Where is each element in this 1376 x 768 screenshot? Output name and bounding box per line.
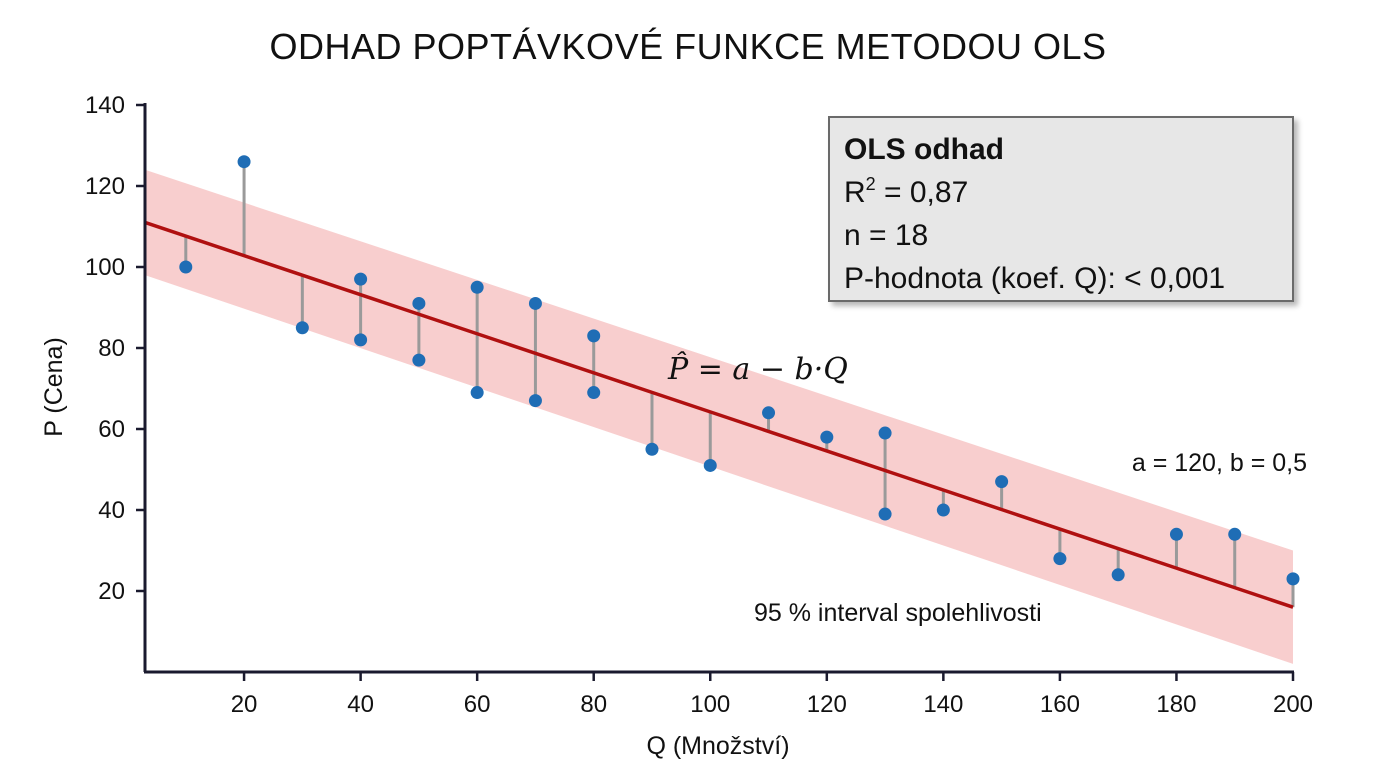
- data-point: [179, 260, 193, 274]
- data-point: [762, 406, 776, 420]
- y-tick-label: 120: [85, 173, 125, 200]
- y-axis-label: P (Cena): [40, 337, 68, 437]
- equation-annotation: P̂ = a − b·Q: [667, 352, 848, 387]
- data-point: [412, 296, 426, 310]
- data-point: [587, 386, 601, 400]
- r-squared-label: R: [844, 176, 866, 209]
- data-point: [1111, 568, 1125, 582]
- x-tick-label: 160: [1040, 691, 1080, 718]
- data-point: [995, 475, 1009, 489]
- data-point: [470, 280, 484, 294]
- data-point: [528, 394, 542, 408]
- confidence-band: [145, 169, 1293, 664]
- data-points: [179, 155, 1300, 586]
- r-squared: R2 = 0,87: [844, 171, 1278, 214]
- x-tick-label: 120: [807, 691, 847, 718]
- x-tick-label: 180: [1156, 691, 1196, 718]
- data-point: [645, 442, 659, 456]
- x-tick-label: 20: [231, 691, 258, 718]
- y-tick-label: 40: [98, 497, 125, 524]
- data-point: [820, 430, 834, 444]
- stats-box: OLS odhad R2 = 0,87 n = 18 P-hodnota (ko…: [828, 116, 1294, 302]
- x-tick-label: 200: [1273, 691, 1313, 718]
- x-tick-label: 60: [464, 691, 491, 718]
- y-tick-label: 140: [85, 92, 125, 119]
- x-axis-label: Q (Množství): [646, 732, 789, 760]
- data-point: [528, 296, 542, 310]
- p-value: P-hodnota (koef. Q): < 0,001: [844, 262, 1226, 295]
- chart-title: ODHAD POPTÁVKOVÉ FUNKCE METODOU OLS: [269, 26, 1107, 67]
- data-point: [1169, 527, 1183, 541]
- fit-line: [144, 220, 1294, 609]
- data-point: [1228, 527, 1242, 541]
- y-tick-label: 60: [98, 416, 125, 443]
- x-tick-label: 100: [690, 691, 730, 718]
- x-tick-label: 40: [347, 691, 374, 718]
- data-point: [936, 503, 950, 517]
- sample-size: n = 18: [844, 219, 929, 252]
- params-annotation: a = 120, b = 0,5: [1132, 449, 1307, 477]
- y-tick-label: 20: [98, 578, 125, 605]
- data-point: [878, 507, 892, 521]
- y-tick-label: 80: [98, 335, 125, 362]
- r-squared-value: = 0,87: [875, 176, 969, 209]
- band-label: 95 % interval spolehlivosti: [754, 599, 1042, 627]
- data-point: [878, 426, 892, 440]
- data-point: [1286, 572, 1300, 586]
- data-point: [412, 353, 426, 367]
- data-point: [703, 458, 717, 472]
- r-squared-exponent: 2: [865, 174, 876, 194]
- data-point: [354, 333, 368, 347]
- x-tick-label: 140: [923, 691, 963, 718]
- data-point: [237, 155, 251, 169]
- y-tick-label: 100: [85, 254, 125, 281]
- data-point: [354, 272, 368, 286]
- axis-ticks: 20 40 60 80 100 120 140 20 40 60 80 100 120 140 160 180…: [85, 92, 1313, 718]
- data-point: [295, 321, 309, 335]
- data-point: [587, 329, 601, 343]
- data-point: [470, 386, 484, 400]
- residual-lines: [184, 161, 1295, 608]
- data-point: [1053, 552, 1067, 566]
- stats-box-title: OLS odhad: [844, 133, 1004, 166]
- x-tick-label: 80: [580, 691, 607, 718]
